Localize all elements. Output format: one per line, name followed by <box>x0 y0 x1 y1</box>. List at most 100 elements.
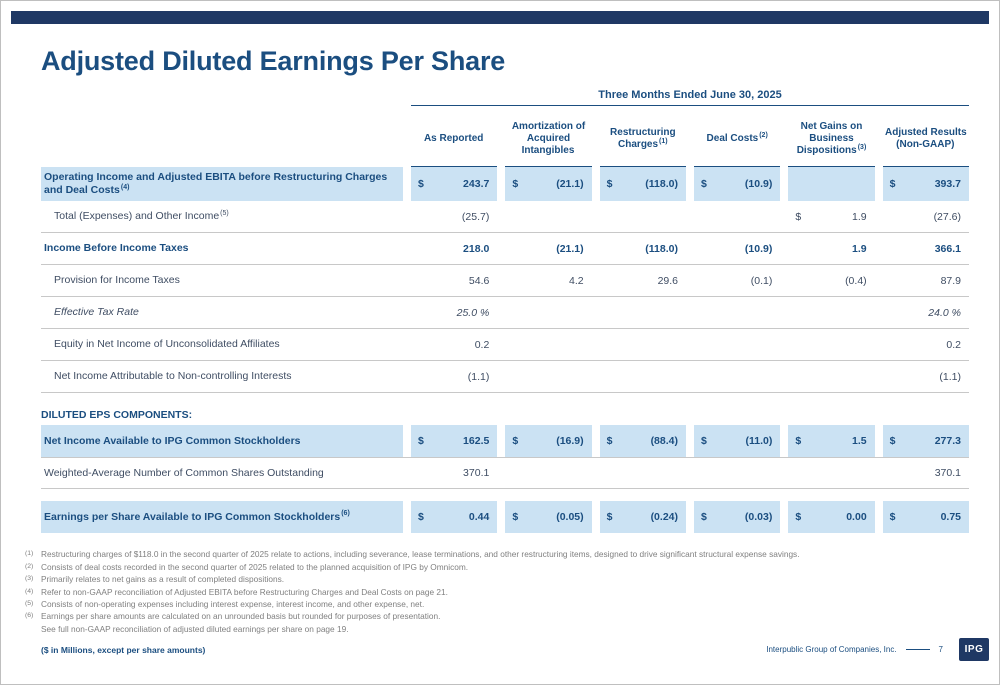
table-cell <box>600 361 686 392</box>
cell-value: 370.1 <box>463 467 490 480</box>
cell-value: (118.0) <box>645 178 678 191</box>
column-header-label: Deal Costs <box>706 133 759 145</box>
table-cell <box>694 361 780 392</box>
table-cell: $277.3 <box>882 425 969 458</box>
table-cell: (21.1) <box>505 233 591 264</box>
dollar-sign: $ <box>418 511 424 524</box>
spacer <box>41 489 969 501</box>
table-cell <box>694 458 780 488</box>
footnote-number <box>25 623 41 635</box>
cell-value: (0.1) <box>750 274 773 287</box>
column-header: Net Gains on Business Dispositions(3) <box>788 113 875 167</box>
row-label-text: Equity in Net Income of Unconsolidated A… <box>54 338 280 351</box>
row-label-text: Income Before Income Taxes <box>44 242 189 255</box>
cell-value: 0.75 <box>940 511 961 524</box>
section-header: DILUTED EPS COMPONENTS: <box>41 409 193 422</box>
row-label: Income Before Income Taxes <box>41 233 403 264</box>
footnote-number: (2) <box>25 562 34 570</box>
table-cell <box>600 458 686 488</box>
table-cell: $ (10.9) <box>694 167 781 202</box>
table-cell: (1.1) <box>883 361 969 392</box>
footnote-text: Restructuring charges of $118.0 in the s… <box>41 549 800 560</box>
dollar-sign: $ <box>418 178 424 191</box>
row-label-text: Net Income Attributable to Non-controlli… <box>54 370 292 383</box>
column-header-row: As Reported Amortization of Acquired Int… <box>41 113 969 167</box>
table-cell: (118.0) <box>600 233 686 264</box>
cell-value: (10.9) <box>744 178 773 191</box>
row-label: Provision for Income Taxes <box>41 265 403 296</box>
table-cell <box>694 329 780 360</box>
cell-value: 277.3 <box>934 435 961 448</box>
table-cell: $243.7 <box>411 167 498 202</box>
cell-value: 1.9 <box>852 210 867 223</box>
cell-value: 29.6 <box>657 274 678 287</box>
table-row: Provision for Income Taxes 54.6 4.2 29.6… <box>41 265 969 298</box>
table-cell: $ (0.24) <box>599 501 686 534</box>
table-row: Weighted-Average Number of Common Shares… <box>41 457 969 490</box>
table-cell: $1.5 <box>788 425 875 458</box>
dollar-sign: $ <box>701 511 707 524</box>
footnote-ref: (2) <box>759 131 768 139</box>
cell-value: (0.05) <box>556 511 584 524</box>
dollar-sign: $ <box>795 511 802 524</box>
footnote: See full non-GAAP reconciliation of adju… <box>25 623 971 635</box>
table-cell: $0.75 <box>882 501 969 534</box>
table-cell: 1.9 <box>788 233 874 264</box>
cell-value: 243.7 <box>463 178 490 191</box>
footnotes: (1) Restructuring charges of $118.0 in th… <box>25 548 971 635</box>
dollar-sign: $ <box>512 511 519 524</box>
dollar-sign: $ <box>418 435 424 448</box>
cell-value: (0.24) <box>650 511 678 524</box>
table-cell: $ (0.05) <box>505 501 592 534</box>
row-label: Operating Income and Adjusted EBITA befo… <box>41 167 403 202</box>
cell-value: 162.5 <box>463 435 490 448</box>
table-cell: $393.7 <box>882 167 969 202</box>
cell-value: 87.9 <box>940 274 961 287</box>
footnote-number: (4) <box>25 587 34 595</box>
table-cell: (25.7) <box>411 201 497 232</box>
cell-value: (118.0) <box>645 242 678 255</box>
row-label: Equity in Net Income of Unconsolidated A… <box>41 329 403 360</box>
footnote-text: Consists of deal costs recorded in the s… <box>41 561 469 572</box>
footnote-text: Primarily relates to net gains as a resu… <box>41 574 285 585</box>
table-cell: $1.9 <box>788 201 874 232</box>
dollar-sign: $ <box>889 178 896 191</box>
dollar-sign: $ <box>889 511 896 524</box>
page-number: 7 <box>938 645 943 655</box>
table-cell <box>600 329 686 360</box>
footnote-text: Earnings per share amounts are calculate… <box>41 611 441 622</box>
table-cell <box>600 201 686 232</box>
dollar-sign: $ <box>512 435 519 448</box>
cell-value: 218.0 <box>463 242 490 255</box>
table-row: Equity in Net Income of Unconsolidated A… <box>41 329 969 362</box>
cell-value: 370.1 <box>934 467 961 480</box>
table-cell: 218.0 <box>411 233 497 264</box>
row-label-text: Total (Expenses) and Other Income <box>54 210 220 223</box>
footnote-number: (1) <box>25 550 34 558</box>
period-header: Three Months Ended June 30, 2025 <box>411 89 969 106</box>
page-title: Adjusted Diluted Earnings Per Share <box>41 46 506 76</box>
table-cell: 25.0 % <box>411 297 497 328</box>
footnote-ref: (4) <box>120 183 130 191</box>
table-cell <box>788 297 874 328</box>
table-cell: (0.4) <box>788 265 874 296</box>
dollar-sign: $ <box>606 178 613 191</box>
cell-value: (25.7) <box>461 210 490 223</box>
column-header-label: As Reported <box>423 133 484 145</box>
table-cell <box>600 297 686 328</box>
table-cell <box>788 167 875 202</box>
column-header: Amortization of Acquired Intangibles <box>505 113 592 167</box>
table-row: Effective Tax Rate 25.0 % 24.0 % <box>41 297 969 330</box>
dollar-sign: $ <box>701 435 707 448</box>
row-label: Net Income Attributable to Non-controlli… <box>41 361 403 392</box>
cell-value: 54.6 <box>468 274 490 287</box>
table-cell: $0.00 <box>788 501 875 534</box>
cell-value: (10.9) <box>744 242 773 255</box>
table-row: Total (Expenses) and Other Income(5) (25… <box>41 201 969 234</box>
dollar-sign: $ <box>512 178 519 191</box>
table-row: Earnings per Share Available to IPG Comm… <box>41 501 969 534</box>
table-cell: (10.9) <box>694 233 780 264</box>
table-cell: 29.6 <box>600 265 686 296</box>
row-label-text: Earnings per Share Available to IPG Comm… <box>44 510 341 523</box>
table-cell <box>505 201 591 232</box>
